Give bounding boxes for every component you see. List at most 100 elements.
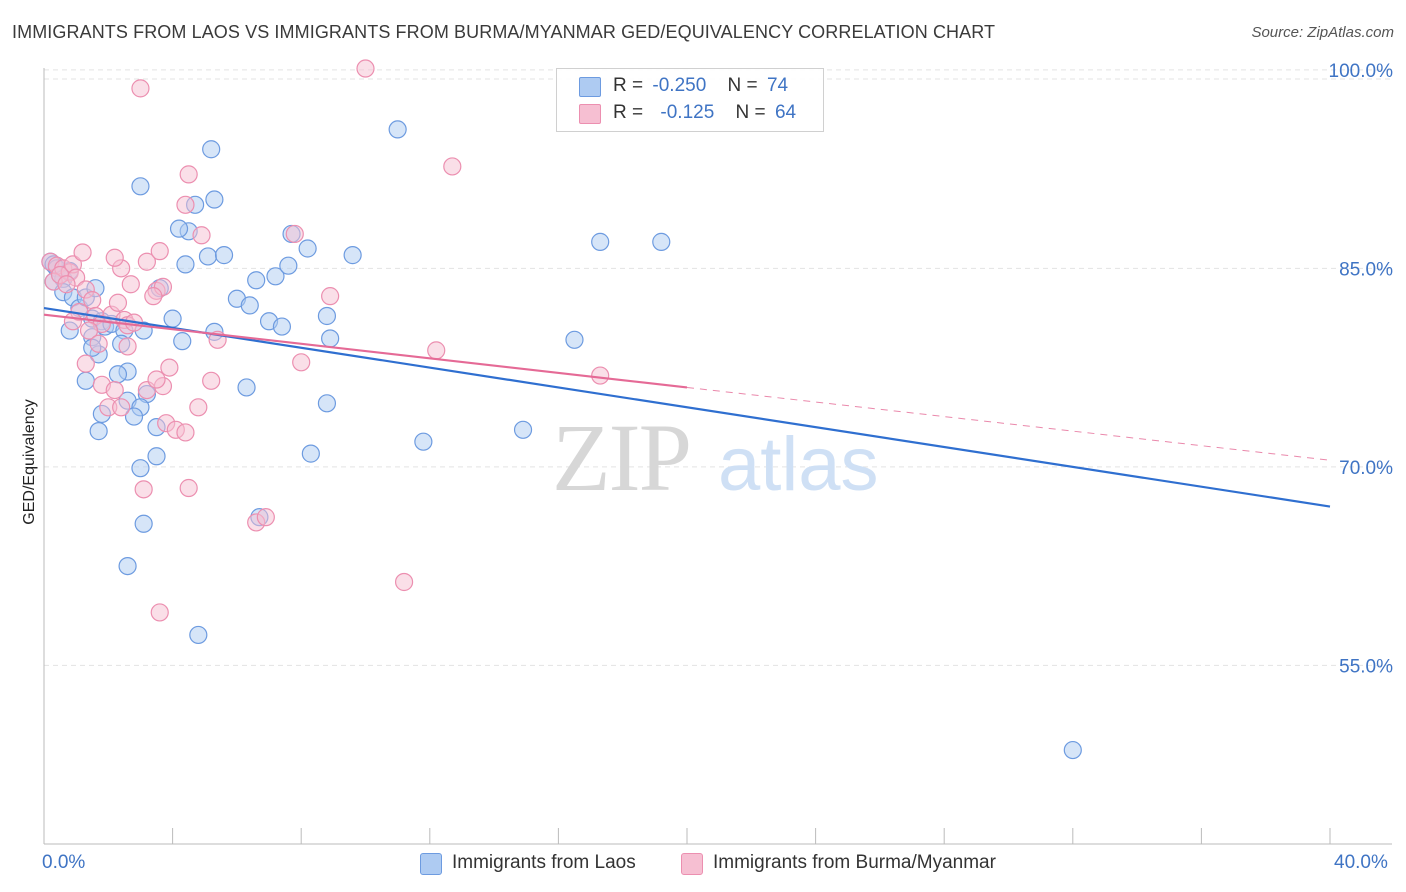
laos-point	[247, 271, 266, 290]
laos-point	[198, 247, 218, 266]
laos-point	[388, 120, 407, 139]
correlation-legend: R = -0.250 N = 74 R = -0.125 N = 64	[556, 68, 824, 132]
burma-point	[76, 354, 95, 373]
laos-point	[134, 514, 153, 533]
burma-point	[292, 353, 311, 372]
laos-point	[147, 447, 166, 466]
burma-point	[150, 603, 169, 622]
y-tick-label: 55.0%	[1339, 656, 1393, 677]
bottom-legend-swatch-burma	[681, 853, 703, 875]
burma-point	[57, 275, 76, 294]
laos-point	[1063, 740, 1082, 760]
trend-line-burma-extrapolated	[686, 386, 1331, 461]
laos-point	[317, 394, 337, 413]
y-axis-label: GED/Equivalency	[21, 399, 38, 525]
laos-point	[279, 256, 298, 275]
y-tick-labels: 55.0% 70.0% 85.0% 100.0%	[1329, 61, 1394, 677]
laos-point	[513, 420, 533, 439]
legend-n-value-burma: 64	[774, 102, 797, 123]
legend-n-label: N =	[727, 75, 758, 96]
burma-point	[63, 312, 83, 331]
laos-point	[124, 407, 144, 426]
burma-point	[83, 291, 102, 310]
laos-point	[131, 459, 150, 478]
legend-n-value-laos: 74	[766, 75, 789, 96]
burma-point	[79, 321, 99, 340]
laos-point	[205, 190, 224, 209]
burma-point	[73, 243, 92, 262]
laos-point	[591, 232, 610, 251]
burma-point	[256, 508, 275, 527]
burma-point	[112, 398, 131, 417]
burma-point	[202, 371, 221, 390]
bottom-legend-label-burma: Immigrants from Burma/Myanmar	[713, 852, 996, 873]
gridlines	[44, 69, 1392, 666]
burma-point	[150, 242, 169, 261]
legend-r-label: R =	[613, 75, 644, 96]
y-tick-label: 85.0%	[1339, 259, 1393, 280]
laos-point	[301, 444, 320, 463]
legend-swatch-laos	[579, 77, 601, 97]
laos-point	[163, 309, 182, 328]
burma-point	[118, 337, 137, 356]
burma-point	[144, 287, 163, 306]
laos-point	[321, 329, 340, 348]
burma-point	[394, 572, 414, 592]
legend-n-label: N =	[735, 102, 766, 123]
trend-line-burma	[43, 313, 688, 389]
trend-line-laos	[43, 306, 1331, 508]
burma-point	[134, 480, 153, 499]
burma-point	[89, 334, 108, 353]
zipatlas-watermark: ZIP atlas	[552, 404, 879, 511]
burma-point	[160, 358, 179, 377]
burma-point	[176, 195, 195, 214]
legend-r-label: R =	[613, 102, 644, 123]
x-tick-label-min: 0.0%	[42, 852, 86, 873]
burma-point	[108, 293, 128, 312]
burma-point	[321, 287, 340, 306]
source-credit: Source: ZipAtlas.com	[1251, 24, 1394, 41]
laos-point	[240, 296, 259, 315]
burma-point	[189, 398, 208, 417]
burma-point	[147, 370, 166, 389]
laos-point	[272, 317, 292, 336]
burma-point	[427, 341, 446, 360]
bottom-legend-swatch-laos	[420, 853, 442, 875]
laos-point	[237, 378, 256, 397]
laos-point	[118, 556, 137, 576]
laos-point	[298, 239, 317, 258]
laos-point	[343, 246, 362, 265]
burma-point	[285, 224, 304, 244]
burma-point	[591, 366, 610, 385]
laos-point	[317, 306, 337, 326]
trend-lines	[43, 306, 1331, 508]
x-tick-label-max: 40.0%	[1334, 852, 1388, 873]
legend-r-value-laos: -0.250	[652, 75, 707, 96]
laos-point	[131, 177, 150, 196]
laos-point	[565, 330, 584, 349]
y-tick-label: 100.0%	[1329, 61, 1394, 82]
burma-point	[179, 478, 198, 498]
burma-point	[137, 252, 156, 271]
burma-point	[176, 423, 195, 442]
laos-point	[266, 267, 285, 286]
laos-point	[169, 219, 189, 238]
watermark-zip: ZIP	[552, 404, 690, 511]
legend-r-value-burma: -0.125	[660, 102, 715, 123]
laos-point	[189, 625, 208, 645]
burma-point	[131, 79, 150, 98]
laos-point	[173, 332, 192, 351]
burma-point	[443, 157, 462, 176]
watermark-atlas: atlas	[718, 422, 879, 507]
y-tick-label: 70.0%	[1339, 458, 1393, 479]
axes	[43, 68, 1392, 845]
burma-point	[105, 248, 124, 267]
burma-point	[192, 226, 211, 245]
laos-point	[89, 422, 108, 441]
laos-point	[108, 365, 128, 384]
laos-point	[176, 255, 195, 274]
burma-point	[121, 275, 140, 294]
laos-point	[202, 140, 221, 159]
bottom-legend-label-laos: Immigrants from Laos	[452, 852, 636, 873]
